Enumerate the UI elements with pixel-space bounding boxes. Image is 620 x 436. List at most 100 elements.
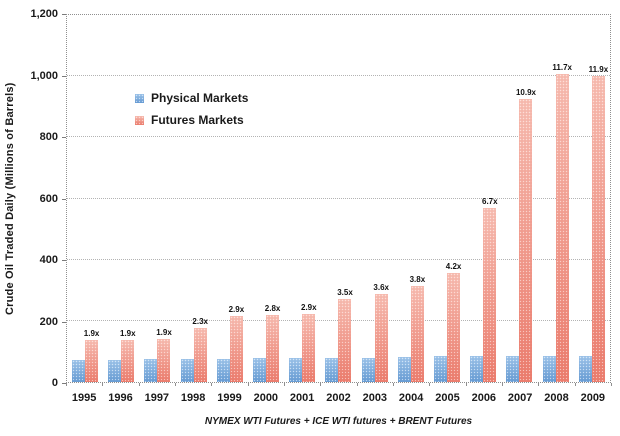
bar-group-2008: 11.7x (538, 15, 574, 382)
ratio-label-1995: 1.9x (83, 329, 100, 339)
ratio-label-2001: 2.9x (300, 302, 317, 312)
y-tick-label-400: 400 (39, 254, 58, 266)
bar-futures-2006: 6.7x (482, 197, 498, 382)
y-tick-label-800: 800 (39, 131, 58, 143)
bar-futures-2002: 3.5x (337, 288, 353, 382)
bar-physical-2006 (470, 356, 484, 382)
y-tick-label-200: 200 (39, 315, 58, 328)
x-tick-label-2003: 2003 (362, 392, 388, 404)
x-tick-label-2000: 2000 (253, 392, 279, 404)
legend-label-futures: Futures Markets (151, 113, 244, 127)
bar-group-2006: 6.7x (465, 15, 501, 382)
y-tick-mark-1000 (62, 75, 66, 77)
x-tick-mark (538, 383, 540, 386)
ratio-label-1999: 2.9x (228, 305, 245, 315)
bar-group-1995: 1.9x (67, 15, 103, 382)
x-tick-label-2001: 2001 (289, 392, 315, 404)
x-tick-mark (175, 383, 176, 386)
gridline-400 (67, 258, 610, 260)
bar-physical-2008 (542, 355, 556, 382)
ratio-label-1998: 2.3x (192, 317, 208, 327)
bar-futures-2001: 2.9x (301, 303, 317, 382)
x-tick-label-2007: 2007 (507, 392, 533, 404)
y-tick-mark-0 (62, 383, 66, 384)
x-tick-label-1996: 1996 (108, 392, 133, 404)
x-axis-footnote: NYMEX WTI Futures + ICE WTI futures + BR… (204, 416, 473, 427)
x-tick-label-1998: 1998 (180, 392, 206, 404)
bar-group-2000: 2.8x (248, 15, 284, 382)
x-tick-label-2005: 2005 (435, 392, 460, 404)
legend: Physical Markets Futures Markets (135, 87, 248, 131)
x-tick-mark (429, 383, 431, 386)
ratio-label-1996: 1.9x (119, 329, 136, 339)
bar-physical-1995 (72, 359, 86, 382)
bar-group-1997: 1.9x (139, 15, 175, 382)
bar-physical-2003 (361, 357, 375, 382)
ratio-label-2005: 4.2x (445, 261, 462, 271)
x-tick-label-1997: 1997 (144, 392, 170, 404)
bar-physical-1999 (216, 359, 230, 382)
bar-futures-2004: 3.8x (410, 275, 425, 382)
bar-futures-2003: 3.6x (373, 283, 389, 382)
x-tick-mark (247, 383, 249, 386)
bar-group-2007: 10.9x (501, 15, 537, 382)
plot-area: Physical Markets Futures Markets 1.9x 1.9… (66, 14, 611, 383)
bar-group-2005: 4.2x (429, 15, 465, 382)
ratio-label-2003: 3.6x (373, 282, 389, 292)
x-tick-mark (611, 383, 612, 386)
bar-group-1996: 1.9x (103, 15, 139, 382)
y-tick-label-0: 0 (51, 377, 58, 389)
bar-physical-2000 (253, 358, 267, 382)
x-tick-label-2004: 2004 (398, 392, 424, 404)
x-tick-mark (465, 383, 467, 386)
x-tick-mark (574, 383, 576, 386)
bar-futures-1996: 1.9x (120, 329, 136, 382)
bar-physical-1997 (144, 359, 158, 382)
x-tick-label-2006: 2006 (471, 392, 497, 404)
bar-futures-2005: 4.2x (446, 262, 461, 382)
ratio-label-1997: 1.9x (156, 327, 172, 337)
x-tick-label-2008: 2008 (544, 392, 569, 404)
bar-futures-1995: 1.9x (84, 329, 99, 382)
gridline-1000 (67, 75, 610, 77)
y-tick-label-1200: 1,200 (30, 8, 58, 20)
bar-group-2004: 3.8x (393, 15, 429, 382)
futures-markets-swatch-icon (135, 115, 144, 125)
bar-futures-1998: 2.3x (192, 317, 208, 382)
bar-physical-1998 (180, 358, 194, 382)
ratio-label-2004: 3.8x (409, 274, 426, 284)
ratio-label-2006: 6.7x (481, 196, 498, 206)
bar-physical-2009 (578, 356, 592, 382)
legend-item-futures-markets: Futures Markets (135, 109, 248, 131)
x-tick-label-1995: 1995 (71, 392, 97, 404)
gridline-600 (67, 197, 610, 199)
x-tick-label-2009: 2009 (580, 392, 606, 404)
bar-futures-1999: 2.9x (229, 305, 244, 382)
ratio-label-2009: 11.9x (588, 65, 609, 75)
gridline-800 (67, 136, 610, 138)
y-tick-mark-1200 (62, 14, 66, 15)
x-tick-mark (320, 383, 322, 386)
ratio-label-2008: 11.7x (552, 63, 572, 73)
y-tick-mark-800 (62, 137, 66, 138)
y-tick-label-600: 600 (39, 192, 58, 205)
x-tick-mark (66, 383, 67, 386)
bar-group-1998: 2.3x (176, 15, 212, 382)
bar-group-2009: 11.9x (574, 15, 610, 382)
physical-markets-swatch-icon (135, 93, 144, 103)
x-tick-mark (211, 383, 213, 386)
x-tick-mark (138, 383, 140, 386)
bar-physical-2005 (434, 356, 448, 382)
bar-physical-1996 (108, 359, 122, 382)
x-tick-mark (284, 383, 285, 386)
y-tick-label-1000: 1,000 (30, 69, 58, 82)
bar-physical-2007 (506, 356, 520, 382)
y-tick-mark-400 (62, 260, 66, 261)
bar-futures-1997: 1.9x (156, 328, 172, 382)
bar-futures-2007: 10.9x (516, 88, 536, 382)
x-tick-mark (393, 383, 394, 386)
legend-item-physical-markets: Physical Markets (135, 87, 248, 109)
bar-group-1999: 2.9x (212, 15, 248, 382)
x-tick-mark (356, 383, 358, 386)
